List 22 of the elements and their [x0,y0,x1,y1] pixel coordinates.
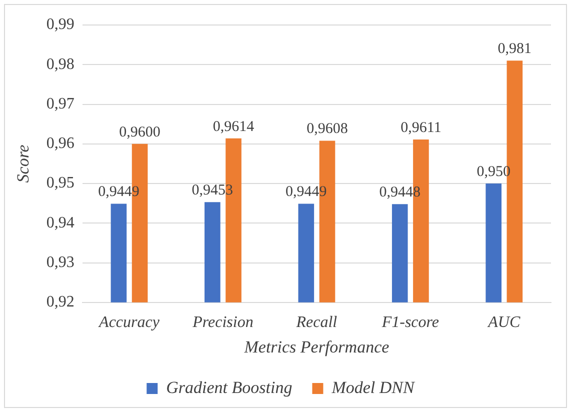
y-tick-label: 0,99 [46,16,74,34]
y-tick-label: 0,97 [46,95,74,112]
y-tick-label: 0,96 [46,135,74,152]
x-tick-label: Accuracy [98,314,160,332]
legend-label: Model DNN [330,378,416,397]
data-label: 0,981 [498,41,532,58]
x-tick-label: AUC [487,314,520,332]
x-axis-title: Metrics Performance [243,337,390,356]
y-tick-label: 0,92 [46,294,74,311]
y-tick-label: 0,95 [46,174,74,192]
data-label: 0,9600 [119,124,160,140]
data-label: 0,9608 [306,121,348,138]
legend-label: Gradient Boosting [166,378,292,397]
x-tick-label: Recall [295,314,338,332]
data-label: 0,9614 [212,118,255,135]
y-axis-title: Score [14,144,33,183]
data-label: 0,9611 [400,120,442,136]
x-tick-label: F1-score [380,314,440,332]
y-tick-label: 0,98 [46,56,74,73]
y-tick-label: 0,94 [46,214,74,232]
y-tick-label: 0,93 [46,254,74,271]
x-tick-label: Precision [192,314,254,332]
